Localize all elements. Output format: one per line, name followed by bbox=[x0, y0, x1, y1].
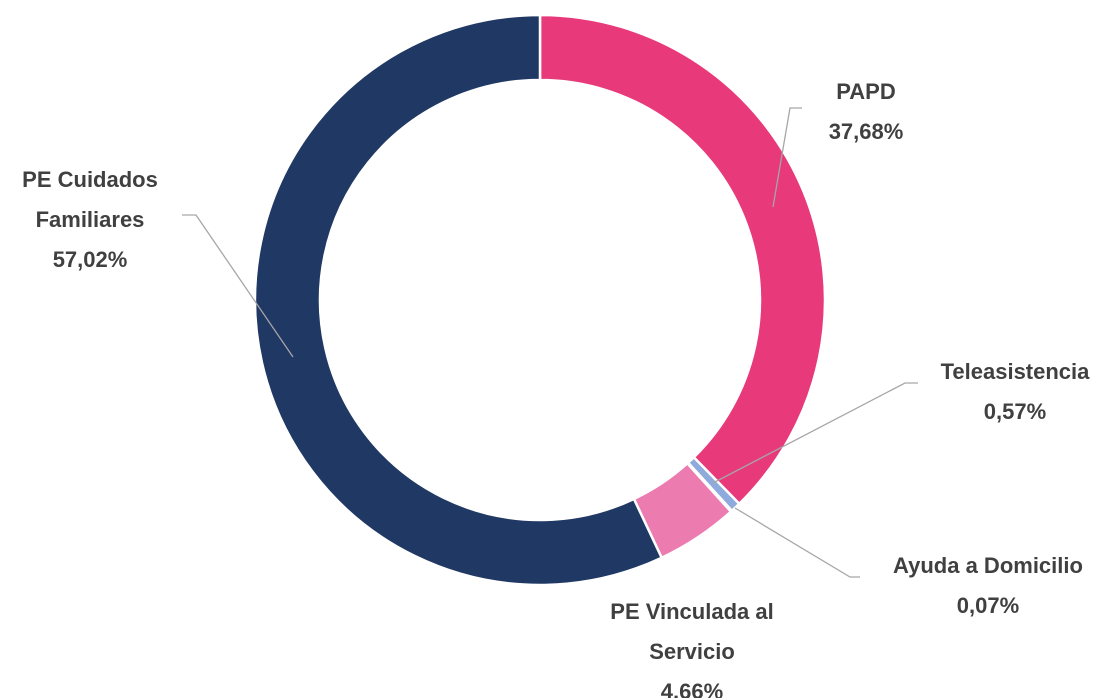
leader-line bbox=[712, 382, 918, 484]
slices bbox=[253, 13, 827, 587]
value-label: 0,07% bbox=[956, 593, 1020, 618]
data-label: Teleasistencia 0,57% bbox=[915, 352, 1113, 432]
value-label: 37,68% bbox=[828, 119, 904, 144]
data-label: PE Vinculada al Servicio 4,66% bbox=[582, 592, 802, 698]
category-label: PAPD bbox=[836, 79, 896, 104]
slice bbox=[538, 13, 827, 506]
data-label: PAPD 37,68% bbox=[786, 72, 946, 152]
category-label: PE Cuidados Familiares bbox=[22, 167, 158, 232]
category-label: PE Vinculada al Servicio bbox=[610, 599, 774, 664]
category-label: Ayuda a Domicilio bbox=[893, 553, 1083, 578]
data-label: PE Cuidados Familiares 57,02% bbox=[0, 160, 180, 280]
category-label: Teleasistencia bbox=[940, 359, 1090, 384]
data-label: Ayuda a Domicilio 0,07% bbox=[868, 546, 1108, 626]
value-label: 0,57% bbox=[983, 399, 1047, 424]
value-label: 57,02% bbox=[52, 247, 128, 272]
leader-line bbox=[772, 107, 802, 208]
leader-line bbox=[182, 214, 294, 358]
value-label: 4,66% bbox=[660, 679, 724, 698]
slice bbox=[253, 13, 664, 587]
leader-line bbox=[734, 507, 860, 578]
